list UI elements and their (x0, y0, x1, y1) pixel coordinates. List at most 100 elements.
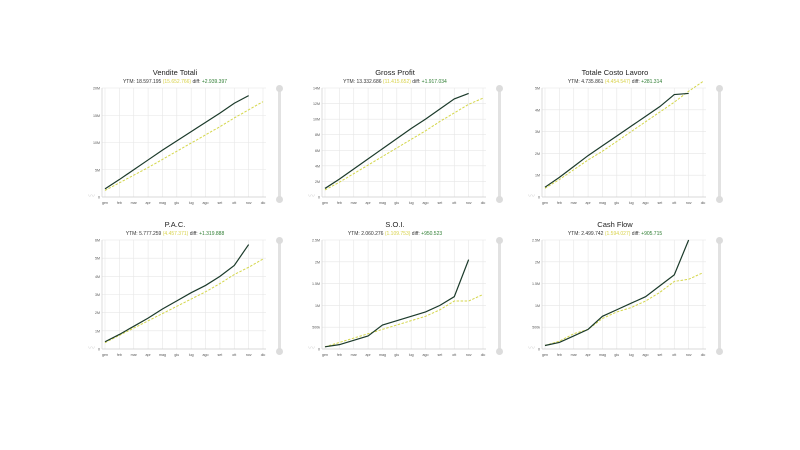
vertical-scrollbar[interactable] (718, 88, 721, 200)
scrollbar-bottom-handle[interactable] (716, 348, 723, 355)
scrollbar-bottom-handle[interactable] (276, 196, 283, 203)
y-tick-label: 1.5M (532, 282, 540, 286)
actual-series-line (104, 95, 249, 190)
x-tick-label: apr (145, 201, 151, 205)
x-tick-label: gen (322, 353, 328, 357)
x-tick-label: feb (117, 201, 122, 205)
x-tick-label: giu (614, 201, 619, 205)
range-wave-icon: 〰 (88, 345, 95, 352)
ytm-summary: YTM: 2.060.276 (1.109.753) diff: +950.52… (310, 231, 480, 237)
y-tick-label: 2.5M (312, 239, 320, 243)
y-tick-label: 1M (535, 174, 540, 178)
x-tick-label: set (218, 201, 223, 205)
y-tick-label: 0 (538, 196, 540, 200)
x-tick-label: gen (542, 201, 548, 205)
diff-label: diff: (631, 231, 640, 237)
budget-value: (15.652.766) (162, 79, 192, 85)
diff-value: +1.917.034 (421, 79, 447, 85)
x-tick-label: mar (131, 201, 138, 205)
ytm-value: 4.735.861 (581, 79, 604, 85)
y-tick-label: 2M (315, 260, 320, 264)
line-chart: 0 500k 1M 1.5M 2M 2.5M gen feb mar apr mag giu lug ag… (532, 239, 706, 357)
line-chart: 0 1M 2M 3M 4M 5M gen feb mar apr mag giu lug ago set ot… (535, 81, 706, 205)
actual-series-line (544, 92, 689, 188)
chart-title: Gross Profit (375, 68, 415, 77)
diff-label: diff: (631, 79, 640, 85)
scrollbar-bottom-handle[interactable] (496, 348, 503, 355)
chart-title: P.A.C. (164, 220, 186, 229)
scrollbar-top-handle[interactable] (716, 85, 723, 92)
line-chart: 0 2M 4M 6M 8M 10M 12M 14M gen feb mar apr mag giu lug a… (313, 87, 486, 205)
scrollbar-bottom-handle[interactable] (716, 196, 723, 203)
y-tick-label: 10M (313, 118, 320, 122)
vertical-scrollbar[interactable] (278, 240, 281, 352)
x-tick-label: apr (365, 201, 371, 205)
x-tick-label: mag (379, 353, 386, 357)
ytm-value: 2.499.742 (581, 231, 604, 237)
x-tick-label: lug (189, 201, 194, 205)
y-tick-label: 6M (315, 149, 320, 153)
scrollbar-bottom-handle[interactable] (496, 196, 503, 203)
diff-label: diff: (189, 231, 198, 237)
range-wave-icon: 〰 (88, 193, 95, 200)
range-wave-icon: 〰 (308, 345, 315, 352)
x-tick-label: giu (174, 353, 179, 357)
scrollbar-bottom-handle[interactable] (276, 348, 283, 355)
x-tick-label: dic (481, 201, 486, 205)
x-tick-label: ott (232, 201, 236, 205)
scrollbar-top-handle[interactable] (496, 237, 503, 244)
y-tick-label: 500k (532, 326, 540, 330)
ytm-summary: YTM: 18.597.195 (15.652.766) diff: +2.93… (90, 79, 260, 85)
chart-panel-cash-flow: Cash Flow YTM: 2.499.742 (1.594.027) dif… (528, 220, 742, 370)
chart-title: Cash Flow (597, 220, 633, 229)
x-tick-label: giu (394, 353, 399, 357)
y-tick-label: 2.5M (532, 239, 540, 243)
ytm-label: YTM: (347, 231, 360, 237)
x-tick-label: feb (557, 353, 562, 357)
budget-series-line (104, 258, 264, 344)
x-tick-label: mag (159, 353, 166, 357)
x-tick-label: lug (629, 353, 634, 357)
diff-label: diff: (411, 231, 420, 237)
x-tick-label: lug (409, 201, 414, 205)
budget-series-line (324, 97, 484, 191)
actual-series-line (324, 92, 469, 189)
x-tick-label: ago (203, 201, 209, 205)
scrollbar-top-handle[interactable] (276, 85, 283, 92)
x-tick-label: feb (337, 201, 342, 205)
y-tick-label: 0 (98, 348, 100, 352)
ytm-value: 18.597.195 (136, 79, 162, 85)
x-tick-label: nov (686, 353, 692, 357)
scrollbar-top-handle[interactable] (276, 237, 283, 244)
vertical-scrollbar[interactable] (718, 240, 721, 352)
x-tick-label: ott (232, 353, 236, 357)
ytm-value: 13.332.686 (356, 79, 382, 85)
x-tick-label: nov (246, 201, 252, 205)
diff-value: +2.939.397 (201, 79, 228, 85)
x-tick-label: giu (394, 201, 399, 205)
x-tick-label: mag (379, 201, 386, 205)
x-tick-label: set (438, 201, 443, 205)
x-tick-label: gen (102, 353, 108, 357)
y-tick-label: 12M (313, 102, 320, 106)
chart-panel-totale-costo-lavoro: Totale Costo Lavoro YTM: 4.735.861 (4.45… (528, 68, 742, 218)
y-tick-label: 0 (98, 196, 100, 200)
ytm-summary: YTM: 5.777.259 (4.457.371) diff: +1.319.… (90, 231, 260, 237)
ytm-label: YTM: (343, 79, 356, 85)
x-tick-label: ott (452, 353, 456, 357)
diff-value: +950.523 (421, 231, 443, 237)
vertical-scrollbar[interactable] (498, 88, 501, 200)
y-tick-label: 15M (93, 114, 100, 118)
x-tick-label: apr (365, 353, 371, 357)
vertical-scrollbar[interactable] (498, 240, 501, 352)
scrollbar-top-handle[interactable] (496, 85, 503, 92)
scrollbar-top-handle[interactable] (716, 237, 723, 244)
y-tick-label: 1M (315, 304, 320, 308)
vertical-scrollbar[interactable] (278, 88, 281, 200)
y-tick-label: 6M (95, 239, 100, 243)
actual-series-line (104, 244, 250, 343)
ytm-label: YTM: (125, 231, 138, 237)
budget-series-line (544, 81, 704, 189)
x-tick-label: nov (466, 353, 472, 357)
x-tick-label: nov (466, 201, 472, 205)
